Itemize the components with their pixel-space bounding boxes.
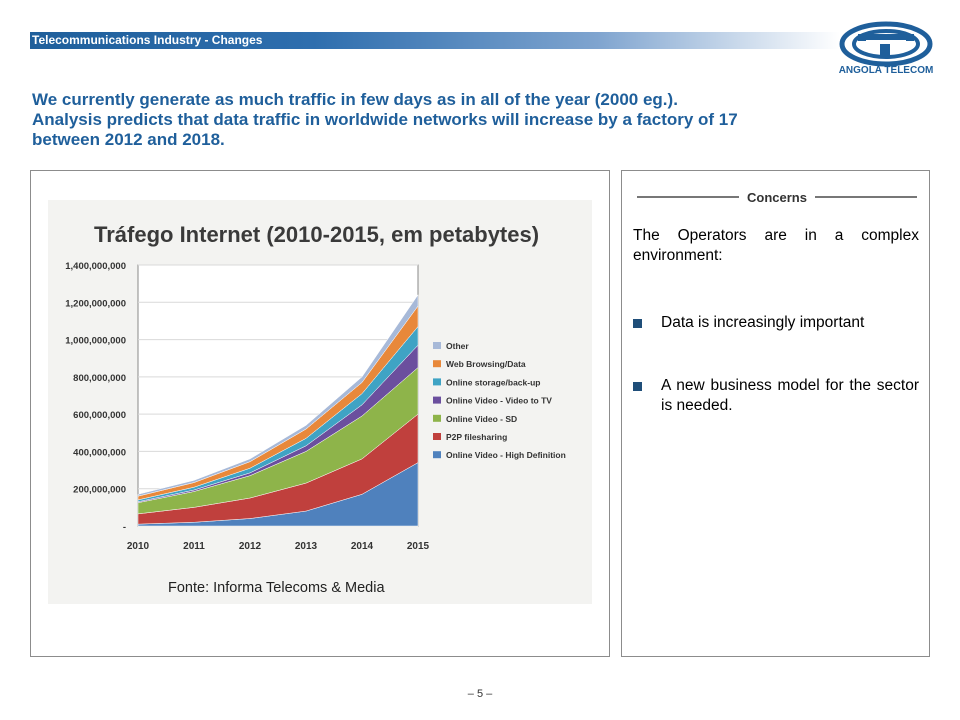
x-tick-label: 2011 xyxy=(183,541,205,552)
legend-label: P2P filesharing xyxy=(446,432,507,442)
heading-rule-left xyxy=(637,196,740,198)
headline-line-3: between 2012 and 2018. xyxy=(32,130,225,149)
chart-image: - 200,000,000 400,000,000 600,000,000 800,00… xyxy=(48,200,592,604)
chart-legend: Other Web Browsing/Data Online storage/bac… xyxy=(433,341,566,460)
chart-axes: - 200,000,000 400,000,000 600,000,000 800,00… xyxy=(65,261,429,552)
angola-telecom-logo xyxy=(839,21,933,67)
headline-line-2: Analysis predicts that data traffic in w… xyxy=(32,110,738,129)
area-series xyxy=(137,294,419,497)
headline: We currently generate as much traffic in… xyxy=(32,90,932,150)
concern-bullet: A new business model for the sector is n… xyxy=(633,376,919,416)
y-tick-label: 1,000,000,000 xyxy=(65,336,126,347)
legend-swatch xyxy=(433,414,441,422)
logo-text: ANGOLA TELECOM xyxy=(838,65,934,76)
y-tick-label: 600,000,000 xyxy=(73,410,126,421)
y-tick-label: 800,000,000 xyxy=(73,373,126,384)
x-tick-label: 2014 xyxy=(351,541,374,552)
traffic-chart: - 200,000,000 400,000,000 600,000,000 800,00… xyxy=(65,222,566,596)
heading-rule-right xyxy=(814,196,917,198)
y-tick-label: 1,400,000,000 xyxy=(65,261,126,272)
x-tick-label: 2013 xyxy=(295,541,318,552)
legend-label: Online Video - Video to TV xyxy=(446,396,552,406)
legend-swatch xyxy=(433,433,441,440)
concerns-panel: Concerns The Operators are in a complex … xyxy=(621,170,930,657)
concern-bullet-text: A new business model for the sector is n… xyxy=(661,377,919,414)
legend-label: Online Video - High Definition xyxy=(446,450,566,460)
chart-title: Tráfego Internet (2010-2015, em petabyte… xyxy=(94,222,539,247)
y-tick-label: 1,200,000,000 xyxy=(65,298,126,309)
header-bar xyxy=(30,32,840,49)
x-tick-label: 2012 xyxy=(239,541,262,552)
bullet-square-icon xyxy=(633,319,642,328)
legend-label: Other xyxy=(446,341,469,351)
chart-areas xyxy=(137,294,419,527)
legend-swatch xyxy=(433,451,441,459)
y-tick-label: 400,000,000 xyxy=(73,447,126,458)
y-tick-label: - xyxy=(123,522,126,533)
page-number: – 5 – xyxy=(467,688,493,700)
legend-label: Online Video - SD xyxy=(446,414,517,424)
legend-swatch xyxy=(433,360,441,368)
x-tick-label: 2010 xyxy=(127,541,150,552)
legend-swatch xyxy=(433,378,441,386)
concerns-heading: Concerns xyxy=(637,189,917,205)
concerns-intro: The Operators are in a complex environme… xyxy=(633,227,919,264)
concern-bullet-text: Data is increasingly important xyxy=(661,314,865,331)
chart-source: Fonte: Informa Telecoms & Media xyxy=(168,580,385,596)
header-title: Telecommunications Industry - Changes xyxy=(32,33,263,47)
concerns-heading-label: Concerns xyxy=(747,189,807,205)
legend-label: Web Browsing/Data xyxy=(446,359,526,369)
bullet-square-icon xyxy=(633,382,642,391)
x-tick-label: 2015 xyxy=(407,541,430,552)
legend-label: Online storage/back-up xyxy=(446,377,540,387)
legend-swatch xyxy=(433,342,441,349)
concern-bullet: Data is increasingly important xyxy=(633,313,919,333)
legend-swatch xyxy=(433,396,441,404)
headline-line-1: We currently generate as much traffic in… xyxy=(32,90,678,109)
y-tick-label: 200,000,000 xyxy=(73,485,126,496)
